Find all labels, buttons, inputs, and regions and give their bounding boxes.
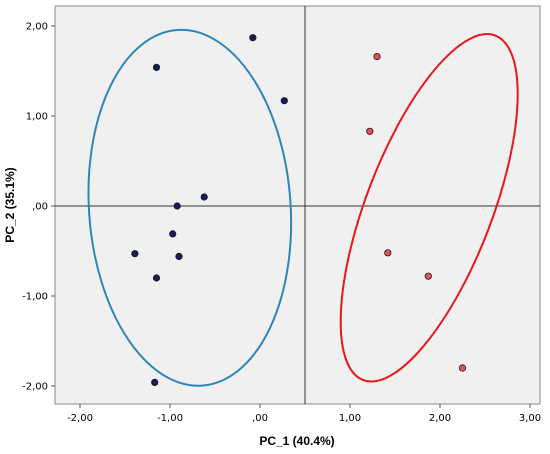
y-tick-label: -1,00 xyxy=(22,292,48,303)
group-2-ellipse xyxy=(339,33,519,383)
group-1-point xyxy=(152,274,161,282)
y-tick-label: ,00 xyxy=(32,202,48,213)
x-axis-ticks: -2,00 -1,00 ,00 1,00 2,00 3,00 xyxy=(67,404,541,424)
group-1-point xyxy=(175,252,183,260)
y-axis-ticks: -2,00 -1,00 ,00 1,00 2,00 xyxy=(22,22,55,393)
x-tick-label: 1,00 xyxy=(339,413,361,424)
group-1-point xyxy=(173,202,181,210)
data-points xyxy=(131,34,467,386)
group-2-point xyxy=(366,127,374,135)
group-1-point xyxy=(151,378,159,386)
x-tick-label: 2,00 xyxy=(429,413,451,424)
group-2-point xyxy=(424,272,432,280)
plot-area xyxy=(54,5,541,405)
y-tick-label: -2,00 xyxy=(22,382,48,393)
x-tick-label: -1,00 xyxy=(157,413,183,424)
group-1-point xyxy=(280,97,288,105)
group-1-point xyxy=(249,34,257,42)
y-tick-label: 1,00 xyxy=(26,112,48,123)
x-tick-label: -2,00 xyxy=(67,413,93,424)
group-1-point xyxy=(131,250,139,258)
group-2-point xyxy=(384,249,392,257)
y-tick-label: 2,00 xyxy=(26,22,48,33)
group-1-ellipse xyxy=(87,28,293,387)
group-ellipses xyxy=(87,28,519,387)
group-1-point xyxy=(169,230,177,238)
x-tick-label: 3,00 xyxy=(519,413,541,424)
x-axis-title: PC_1 (40.4%) xyxy=(259,434,334,448)
reference-lines xyxy=(55,6,540,404)
group-1-point xyxy=(200,193,208,201)
group-1-point xyxy=(152,63,161,72)
y-axis-title: PC_2 (35.1%) xyxy=(3,167,17,242)
x-tick-label: ,00 xyxy=(252,413,268,424)
group-2-point xyxy=(373,52,381,61)
group-2-point xyxy=(458,364,467,372)
